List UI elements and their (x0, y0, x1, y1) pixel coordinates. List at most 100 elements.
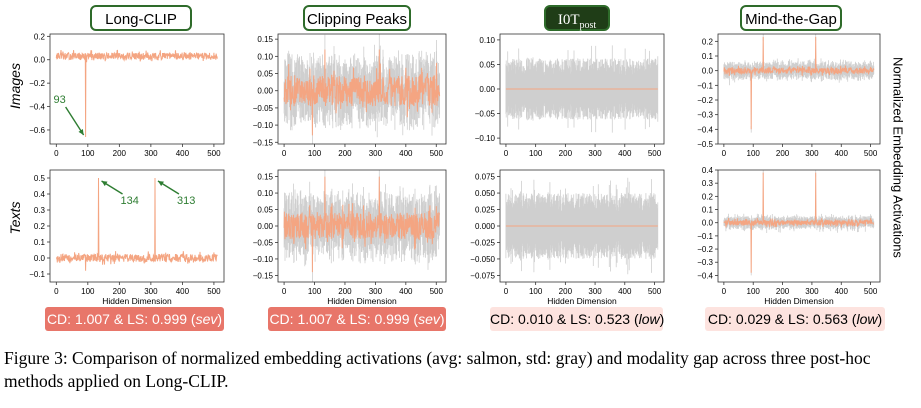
score-box-long-clip: CD: 1.007 & LS: 0.999 (sev) (45, 307, 224, 331)
annotation-label: 134 (121, 195, 139, 207)
chart-clipping-peaks-texts: 0.15 0.10 0.05 0.00 −0.05 −0.10 −0.15 0 100 200 30… (253, 169, 447, 306)
method-title-long-clip: Long-CLIP (90, 5, 192, 31)
y-tick-label: −0.1 (697, 81, 713, 90)
y-tick-label: −0.05 (253, 104, 274, 113)
plot-frame (49, 33, 225, 145)
x-tick-label: 400 (835, 149, 849, 158)
x-tick-label: 0 (54, 287, 59, 296)
score-severity: low (856, 311, 878, 327)
y-tick-label: 0.10 (479, 36, 495, 45)
x-tick-label: 100 (308, 149, 322, 158)
x-tick-label: 200 (113, 149, 127, 158)
score-text: CD: 0.010 & LS: 0.523 ( (490, 311, 639, 327)
score-severity: low (638, 311, 660, 327)
x-tick-label: 0 (282, 149, 287, 158)
x-tick-label: 400 (618, 149, 632, 158)
x-tick-label: 0 (504, 287, 509, 296)
x-tick-label: 500 (648, 287, 662, 296)
annotation-arrow (65, 106, 85, 136)
y-tick-label: −0.15 (253, 138, 274, 147)
score-close: ) (877, 311, 883, 327)
method-title-i0t-sub: post (579, 20, 597, 31)
y-tick-label: 0.0 (34, 56, 46, 65)
annotation-arrowhead (157, 181, 164, 187)
score-severity: sev (195, 311, 218, 327)
annotation-arrowhead (101, 181, 108, 187)
x-tick-label: 400 (176, 149, 190, 158)
score-box-i0t-post: CD: 0.010 & LS: 0.523 (low) (490, 307, 664, 331)
y-tick-label: 0.2 (702, 37, 714, 46)
method-title-i0t-post: I0Tpost (544, 5, 610, 31)
y-tick-label: −0.15 (253, 271, 274, 280)
chart-i0t-post-texts: 0.075 0.050 0.025 0.000 −0.025 −0.050 −0.075 0 1… (470, 169, 665, 306)
x-tick-label: 300 (805, 149, 819, 158)
y-tick-label: 0.5 (34, 174, 46, 183)
avg-series-line (723, 36, 875, 130)
right-axis-label: Normalized Embedding Activations (890, 57, 906, 258)
y-tick-label: −0.075 (470, 271, 495, 280)
y-tick-label: 0.000 (475, 222, 496, 231)
chart-long-clip-texts: 0.5 0.4 0.3 0.2 0.1 0.0 −0.1 0 100 200 300 400 500 Hi… (29, 169, 225, 306)
x-tick-label: 500 (207, 149, 221, 158)
x-tick-label: 300 (588, 287, 602, 296)
avg-series-line (56, 177, 218, 271)
x-tick-label: 200 (559, 287, 573, 296)
y-tick-label: 0.05 (257, 70, 273, 79)
avg-series-line (283, 49, 441, 136)
chart-mind-the-gap-images: 0.2 0.1 0.0 −0.1 −0.2 −0.3 −0.4 −0.5 0 100 200 300 4… (697, 33, 881, 158)
y-tick-label: 0.025 (475, 206, 496, 215)
y-tick-label: 0.0 (702, 219, 714, 228)
method-title-clipping-peaks: Clipping Peaks (303, 5, 411, 31)
annotation-label: 313 (177, 195, 195, 207)
plot-frame (49, 169, 225, 283)
y-tick-label: 0.2 (702, 192, 714, 201)
y-tick-label: −0.10 (475, 134, 496, 143)
std-band (723, 34, 875, 133)
plot-frame (717, 169, 881, 283)
x-tick-label: 200 (776, 149, 790, 158)
y-tick-label: −0.050 (470, 255, 495, 264)
y-tick-label: −0.4 (29, 103, 45, 112)
y-tick-label: −0.3 (697, 258, 713, 267)
y-tick-label: 0.3 (702, 179, 714, 188)
x-tick-label: 400 (399, 287, 413, 296)
x-tick-label: 300 (369, 149, 383, 158)
plot-frame (717, 33, 881, 145)
x-tick-label: 500 (864, 287, 878, 296)
y-tick-label: 0.00 (257, 87, 273, 96)
x-tick-label: 0 (504, 149, 509, 158)
score-close: ) (217, 311, 223, 327)
y-tick-label: 0.05 (257, 206, 273, 215)
x-tick-label: 200 (559, 149, 573, 158)
y-tick-label: 0.4 (34, 190, 46, 199)
x-axis-label: Hidden Dimension (547, 296, 617, 306)
x-tick-label: 300 (588, 149, 602, 158)
x-tick-label: 100 (747, 149, 761, 158)
y-tick-label: 0.0 (702, 67, 714, 76)
chart-i0t-post-images: 0.10 0.05 0.00 −0.05 −0.10 0 100 200 300 400 500 (475, 33, 665, 158)
score-close: ) (439, 311, 445, 327)
y-tick-label: −0.2 (697, 245, 713, 254)
x-tick-label: 400 (618, 287, 632, 296)
x-tick-label: 500 (864, 149, 878, 158)
method-title-i0t-main: I0T (557, 12, 580, 28)
y-tick-label: −0.05 (475, 110, 496, 119)
x-tick-label: 100 (308, 287, 322, 296)
x-tick-label: 500 (430, 287, 444, 296)
avg-series-line (283, 176, 441, 273)
chart-clipping-peaks-images: 0.15 0.10 0.05 0.00 −0.05 −0.10 −0.15 0 100 200 30… (253, 33, 447, 158)
score-text: CD: 1.007 & LS: 0.999 ( (269, 311, 419, 327)
y-tick-label: −0.2 (29, 79, 45, 88)
avg-series-line (55, 49, 218, 138)
x-tick-label: 500 (648, 149, 662, 158)
y-tick-label: −0.05 (253, 238, 274, 247)
x-axis-label: Hidden Dimension (327, 296, 397, 306)
x-tick-label: 100 (81, 149, 95, 158)
y-tick-label: −0.3 (697, 111, 713, 120)
y-tick-label: −0.4 (697, 125, 713, 134)
x-tick-label: 200 (113, 287, 127, 296)
x-axis-label: Hidden Dimension (764, 296, 834, 306)
y-tick-label: 0.05 (479, 60, 495, 69)
score-text: CD: 1.007 & LS: 0.999 ( (46, 311, 196, 327)
y-tick-label: 0.00 (479, 85, 495, 94)
